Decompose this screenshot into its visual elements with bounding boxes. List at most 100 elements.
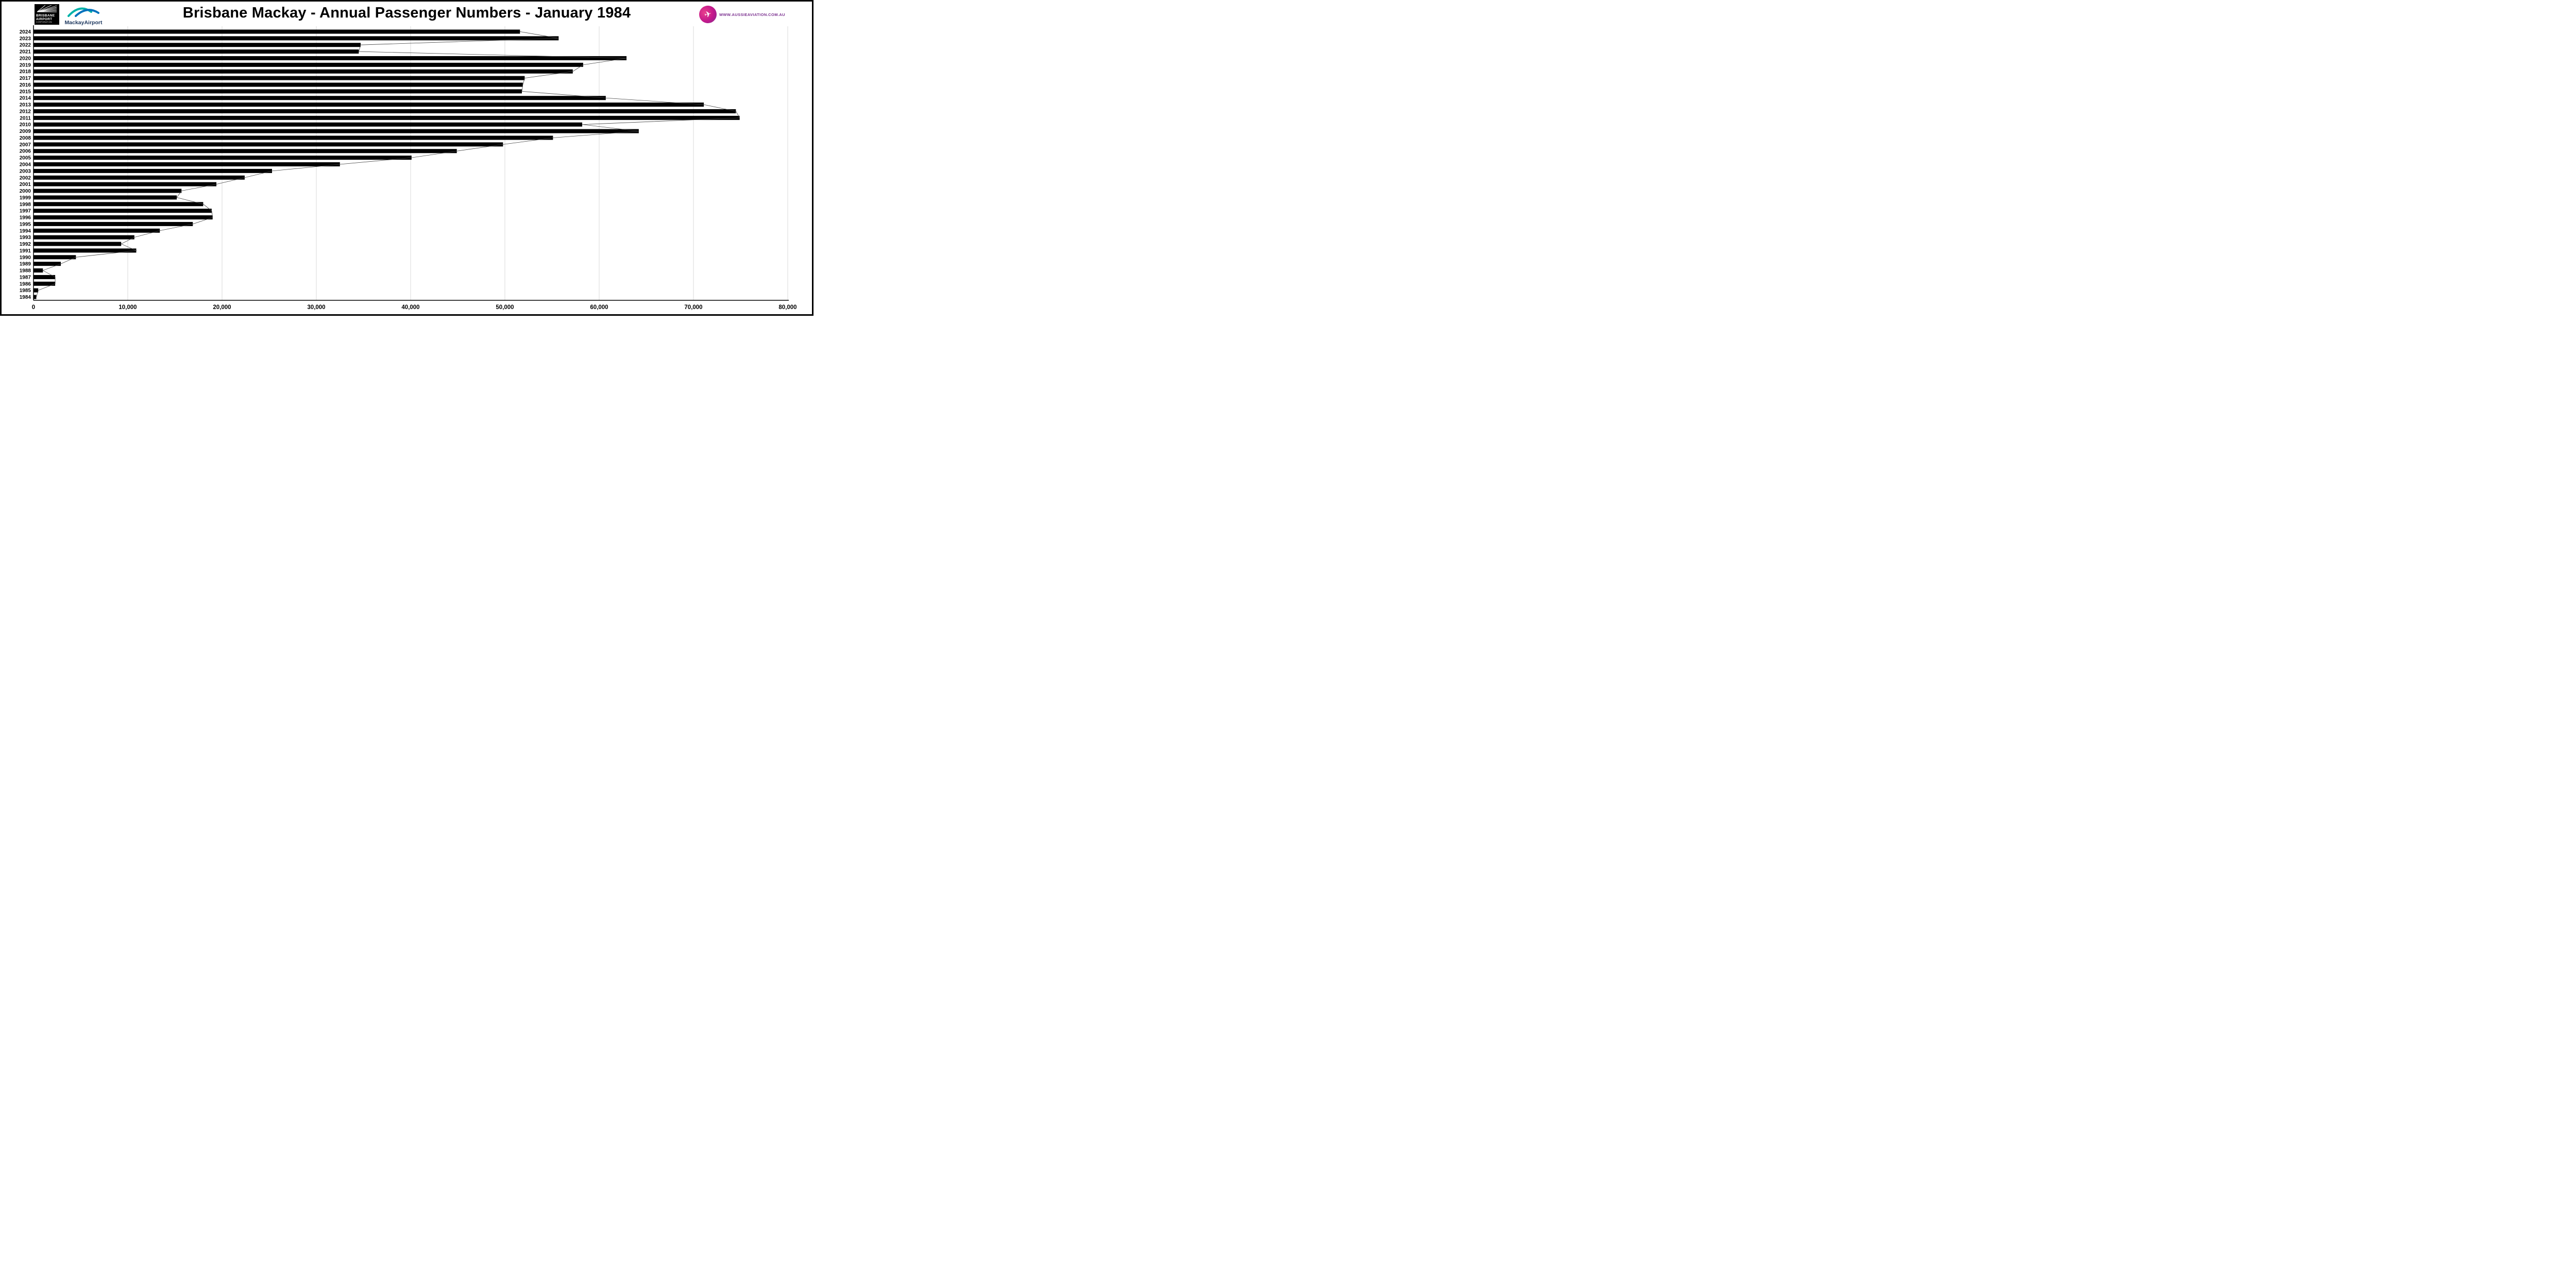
year-label: 1993 [20, 235, 31, 241]
bar [33, 168, 272, 173]
bar [33, 255, 76, 260]
bar [33, 56, 627, 60]
bar [33, 82, 523, 87]
bar [33, 275, 56, 279]
year-label: 2011 [20, 115, 31, 121]
bar [33, 149, 457, 154]
bar [33, 62, 583, 67]
bar [33, 49, 359, 54]
bar [33, 189, 182, 193]
aussie-aviation-plane-icon: ✈ [697, 4, 719, 25]
bar [33, 175, 245, 180]
year-label: 2009 [20, 129, 31, 134]
year-label: 2023 [20, 36, 31, 42]
x-tick-label: 0 [32, 304, 35, 311]
year-label: 2006 [20, 149, 31, 155]
screenshot-root: BRISBANE AIRPORT CORPORATION MackayAirpo… [0, 0, 814, 316]
year-label: 1998 [20, 202, 31, 208]
bar [33, 262, 61, 266]
year-label: 2022 [20, 43, 31, 48]
bar [33, 36, 559, 41]
year-label: 2008 [20, 135, 31, 141]
year-label: 1984 [20, 295, 31, 300]
bar [33, 142, 503, 147]
year-label: 1999 [20, 195, 31, 201]
bar [33, 115, 740, 120]
year-label: 2020 [20, 56, 31, 61]
bar [33, 96, 606, 100]
brisbane-logo-line2: AIRPORT [36, 18, 53, 21]
year-label: 2014 [20, 96, 31, 101]
bar [33, 76, 525, 80]
year-label: 1994 [20, 228, 31, 234]
x-tick-label: 80,000 [778, 304, 796, 311]
chart-area: 2024 2023 2022 2021 2020 2019 2018 2017 2016 2015… [2, 25, 812, 314]
year-label: 2017 [20, 76, 31, 81]
bar [33, 235, 134, 240]
brisbane-logo-line3: CORPORATION [36, 21, 52, 23]
year-label: 2000 [20, 189, 31, 194]
mackay-logo-text: MackayAirport [64, 20, 103, 26]
year-label: 2019 [20, 62, 31, 68]
year-label: 1990 [20, 255, 31, 261]
bar [33, 43, 361, 47]
year-label: 2005 [20, 156, 31, 161]
bar [33, 195, 177, 200]
year-label: 1985 [20, 288, 31, 294]
bar [33, 69, 573, 74]
year-label: 2013 [20, 103, 31, 108]
chart-title: Brisbane Mackay - Annual Passenger Numbe… [182, 5, 631, 21]
bar [33, 202, 204, 207]
year-label: 2010 [20, 122, 31, 128]
year-label: 2007 [20, 142, 31, 148]
year-label: 2016 [20, 82, 31, 88]
bar [33, 209, 212, 213]
bar [33, 122, 583, 127]
year-label: 2021 [20, 49, 31, 55]
x-tick-label: 10,000 [118, 304, 137, 311]
bar [33, 109, 736, 113]
x-tick-label: 50,000 [496, 304, 514, 311]
year-label: 2018 [20, 69, 31, 75]
mackay-swoosh-icon [67, 7, 99, 17]
brisbane-airport-logo: BRISBANE AIRPORT CORPORATION [35, 4, 59, 25]
year-label: 1986 [20, 281, 31, 287]
year-label: 2004 [20, 162, 31, 168]
bar [33, 281, 56, 286]
year-label: 2001 [20, 182, 31, 187]
x-tick-label: 20,000 [213, 304, 231, 311]
outline-line [36, 31, 740, 297]
bar [33, 89, 522, 94]
bar [33, 248, 137, 253]
bar [33, 182, 217, 186]
year-label: 2024 [20, 29, 31, 35]
x-tick-label: 30,000 [307, 304, 325, 311]
bar [33, 268, 43, 273]
brisbane-logo-line1: BRISBANE [36, 14, 55, 18]
x-tick-label: 40,000 [401, 304, 419, 311]
year-label: 2012 [20, 109, 31, 114]
bar [33, 103, 704, 107]
aussie-aviation-logo: ✈ WWW.AUSSIEAVIATION.COM.AU [697, 4, 785, 25]
bar [33, 242, 122, 246]
year-label: 1997 [20, 209, 31, 214]
bar [33, 221, 193, 226]
year-label: 1987 [20, 275, 31, 280]
bar-chart: 2024202320222021202020192018201720162015… [20, 25, 797, 311]
year-label: 1989 [20, 262, 31, 267]
year-label: 1995 [20, 221, 31, 227]
bar [33, 288, 39, 293]
bar [33, 162, 340, 166]
year-label: 1991 [20, 248, 31, 254]
bar [33, 215, 213, 220]
year-label: 1988 [20, 268, 31, 274]
aussie-aviation-url: WWW.AUSSIEAVIATION.COM.AU [719, 12, 785, 17]
year-label: 2002 [20, 175, 31, 181]
x-tick-label: 70,000 [684, 304, 702, 311]
year-label: 2003 [20, 168, 31, 174]
bar [33, 129, 639, 133]
year-label: 1996 [20, 215, 31, 221]
mackay-airport-logo: MackayAirport [64, 5, 103, 26]
year-label: 1992 [20, 242, 31, 247]
year-label: 2015 [20, 89, 31, 95]
